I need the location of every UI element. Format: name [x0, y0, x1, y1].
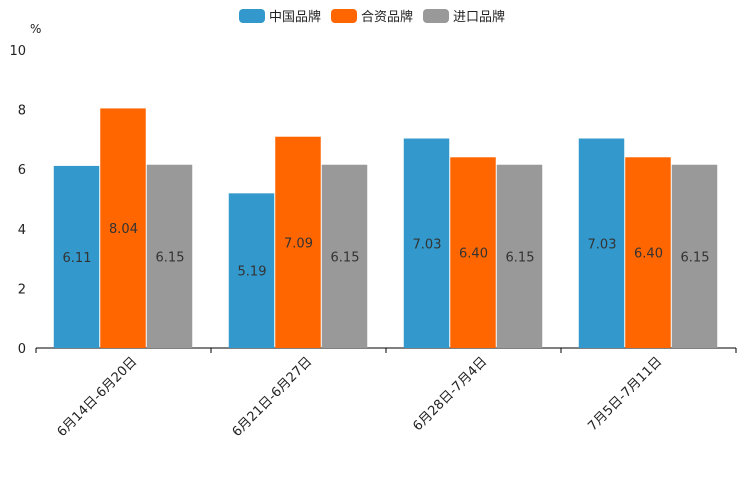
y-tick-label: 10: [9, 44, 26, 59]
legend-item-joint-venture-brand[interactable]: 合资品牌: [330, 6, 413, 25]
bar: [100, 108, 146, 349]
bar: [403, 138, 450, 348]
bar-data-label: 7.09: [284, 236, 313, 251]
y-tick-label: 0: [18, 342, 26, 357]
bar-data-label: 6.40: [634, 247, 663, 262]
bar: [496, 164, 543, 348]
bar-data-label: 6.40: [459, 247, 488, 262]
legend-label-import-brand: 进口品牌: [453, 10, 506, 25]
bar-data-label: 6.15: [681, 250, 710, 265]
legend-swatch-import-brand: [423, 8, 449, 23]
bar-data-label: 5.19: [238, 265, 267, 280]
legend-swatch-joint-venture-brand: [330, 8, 357, 23]
legend-label-china-brand: 中国品牌: [268, 10, 321, 25]
x-tick-label: 6月21日-6月27日: [230, 354, 316, 440]
legend-item-import-brand[interactable]: 进口品牌: [423, 6, 505, 25]
bar: [53, 165, 100, 348]
y-tick-label: 2: [18, 282, 26, 297]
bar: [146, 164, 193, 348]
legend-item-china-brand[interactable]: 中国品牌: [238, 6, 321, 25]
bar: [450, 157, 496, 348]
bar: [578, 138, 625, 348]
bar: [275, 136, 321, 348]
y-tick-label: 6: [18, 163, 26, 178]
chart-legend: 中国品牌 合资品牌 进口品牌: [0, 6, 744, 25]
bar-data-label: 6.11: [63, 251, 92, 266]
bar-data-label: 6.15: [506, 250, 535, 265]
x-tick-label: 7月5日-7月11日: [585, 354, 665, 434]
legend-label-joint-venture-brand: 合资品牌: [360, 10, 413, 25]
y-tick-label: 8: [18, 104, 26, 119]
y-tick-label: 4: [18, 223, 26, 238]
x-tick-label: 6月28日-7月4日: [410, 354, 490, 434]
bar-data-label: 6.15: [156, 250, 185, 265]
y-axis-unit: %: [30, 22, 42, 36]
legend-swatch-china-brand: [238, 8, 265, 23]
bar-data-label: 6.15: [331, 250, 360, 265]
bar-data-label: 7.03: [588, 237, 617, 252]
bar-data-label: 8.04: [109, 222, 138, 237]
bar-data-label: 7.03: [413, 237, 442, 252]
bar: [228, 193, 275, 348]
bar: [321, 164, 368, 348]
x-tick-label: 6月14日-6月20日: [55, 354, 141, 440]
bar: [625, 157, 671, 348]
bar: [671, 164, 718, 348]
